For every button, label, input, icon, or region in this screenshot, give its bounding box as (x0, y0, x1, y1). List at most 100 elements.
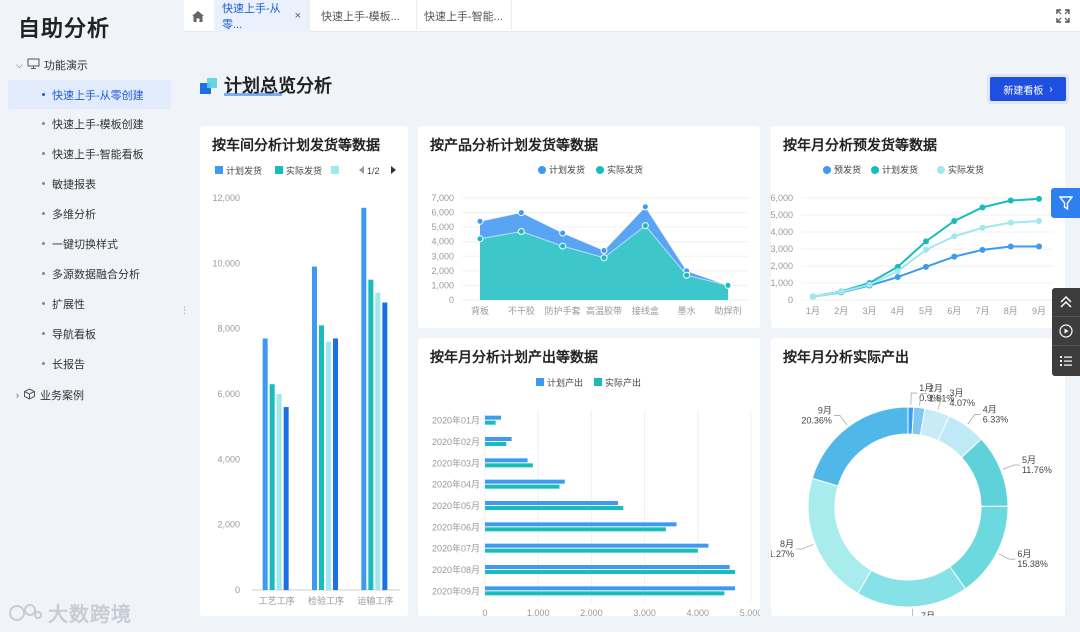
pie-slice (857, 566, 967, 608)
sidebar-item-nav-board[interactable]: 导航看板 (8, 319, 171, 348)
sidebar-item-quickstart-smart[interactable]: 快速上手-智能看板 (8, 139, 171, 168)
card-actual: 按年月分析实际产出 1月 0.9% 2月 1.81% 3月 4.07% 4月 6.33% 5月 1… (771, 338, 1065, 616)
tab-quickstart-scratch[interactable]: 快速上手-从零... × (214, 0, 310, 32)
sidebar-item-long-report[interactable]: 长报告 (8, 349, 171, 378)
watermark: 大数跨境 (8, 598, 132, 627)
y-tick-label: 4,000 (431, 237, 454, 247)
legend-label: 预发货 (834, 164, 861, 175)
y-tick-label: 3,000 (431, 251, 454, 261)
cube-icon (23, 387, 36, 403)
y-tick-label: 2020年02月 (432, 436, 480, 447)
data-point (1036, 195, 1042, 202)
slice-label: 8月 (780, 539, 794, 549)
new-dashboard-button[interactable]: 新建看板 › (990, 77, 1066, 101)
watermark-logo-icon (9, 603, 42, 621)
x-tick-label: 0 (482, 608, 487, 616)
bar (319, 325, 324, 590)
close-icon[interactable]: × (294, 10, 301, 22)
tree-group-label: 业务案例 (40, 390, 84, 402)
y-tick-label: 8,000 (217, 324, 240, 334)
y-tick-label: 12,000 (212, 193, 240, 203)
data-point (559, 242, 567, 250)
slice-value-label: 20.36% (801, 416, 832, 426)
bar (333, 338, 338, 590)
tree-group-cases[interactable]: › 业务案例 (16, 387, 84, 403)
x-tick-label: 9月 (1032, 306, 1046, 316)
tree-group-label: 功能演示 (43, 60, 88, 72)
chart-forecast: 预发货 计划发货 实际发货 0 1,000 2,000 3,000 4,000 5,000 6,0… (771, 164, 1053, 316)
card-title: 按车间分析计划发货等数据 (212, 137, 380, 153)
slice-label: 4月 (983, 405, 997, 415)
data-point (838, 288, 845, 295)
x-tick-label: 6月 (947, 306, 961, 316)
data-point (559, 229, 567, 237)
x-tick-label: 4,000 (687, 608, 710, 616)
data-point (923, 238, 929, 245)
list-button[interactable] (1052, 346, 1080, 375)
sidebar-item-multisource[interactable]: 多源数据融合分析 (8, 259, 171, 288)
play-button[interactable] (1052, 317, 1080, 346)
bar (276, 394, 282, 590)
x-tick-label: 2,000 (580, 608, 603, 616)
tab-quickstart-template[interactable]: 快速上手-模板... (313, 0, 417, 32)
data-point (641, 203, 649, 211)
monitor-icon (27, 58, 40, 73)
sidebar-resize-handle[interactable]: ⋮ (180, 305, 189, 315)
data-point (979, 204, 986, 211)
pager-next-icon[interactable] (391, 166, 396, 174)
bar (269, 384, 275, 590)
data-point (683, 271, 691, 279)
bar (368, 279, 374, 590)
filter-button[interactable] (1051, 188, 1080, 218)
legend-label: 计划发货 (549, 164, 585, 175)
card-product: 按产品分析计划发货等数据 计划发货 实际发货 0 1,000 2,000 3,000 4,0… (418, 126, 760, 328)
sidebar-item-extensibility[interactable]: 扩展性 (8, 289, 171, 318)
app-title: 自助分析 (18, 16, 111, 41)
x-tick-label: 7月 (975, 306, 989, 316)
slice-value-label: 4.07% (949, 398, 975, 408)
slice-value-label: 0.9% (919, 393, 940, 403)
y-tick-label: 4,000 (771, 227, 793, 237)
bar (283, 407, 289, 590)
x-tick-label: 防护手套 (545, 305, 581, 316)
data-point (1007, 219, 1014, 226)
chart-legend: 计划发货 实际发货 1/2 (215, 165, 396, 176)
y-tick-label: 5,000 (771, 210, 793, 220)
x-tick-label: 助焊剂 (714, 305, 741, 316)
page-title-text: 计划总览分析 (224, 76, 332, 96)
x-tick-label: 接线盒 (632, 305, 659, 316)
sidebar-item-style-switch[interactable]: 一键切换样式 (8, 229, 171, 258)
y-tick-label: 0 (235, 585, 240, 595)
bar (485, 437, 512, 441)
bar (485, 442, 507, 446)
legend-dot (937, 166, 945, 174)
chevron-right-icon: › (1049, 83, 1053, 95)
x-tick-label: 背板 (471, 305, 489, 316)
slice-label: 6月 (1017, 549, 1031, 559)
label-leader (912, 608, 914, 616)
legend-dot (823, 166, 831, 174)
legend-dot (871, 166, 879, 174)
tree-group-demo[interactable]: ⌵ 功能演示 (16, 57, 88, 73)
x-tick-label: 1,000 (527, 608, 550, 616)
pie-slice (949, 505, 1009, 590)
sidebar-item-quickstart-template[interactable]: 快速上手-模板创建 (8, 109, 171, 138)
chevron-down-icon: ⌵ (16, 59, 23, 70)
tab-quickstart-smart[interactable]: 快速上手-智能... (416, 0, 512, 32)
data-point (517, 228, 525, 236)
data-point (810, 293, 816, 300)
pager-prev-icon[interactable] (359, 166, 364, 174)
sidebar-item-agile-report[interactable]: 敏捷报表 (8, 169, 171, 198)
scroll-top-button[interactable] (1052, 288, 1080, 317)
sidebar-item-quickstart-scratch[interactable]: 快速上手-从零创建 (8, 80, 171, 109)
legend-dot-actual (596, 166, 604, 174)
sidebar-item-multidim[interactable]: 多维分析 (8, 199, 171, 228)
data-point (979, 246, 986, 253)
y-tick-label: 2020年05月 (432, 500, 480, 511)
home-tab[interactable] (184, 0, 212, 32)
legend-swatch-actual (275, 166, 283, 174)
fullscreen-icon[interactable] (1056, 9, 1070, 23)
data-point (1036, 217, 1042, 224)
card-title: 按产品分析计划发货等数据 (430, 137, 598, 153)
bar (485, 591, 725, 596)
